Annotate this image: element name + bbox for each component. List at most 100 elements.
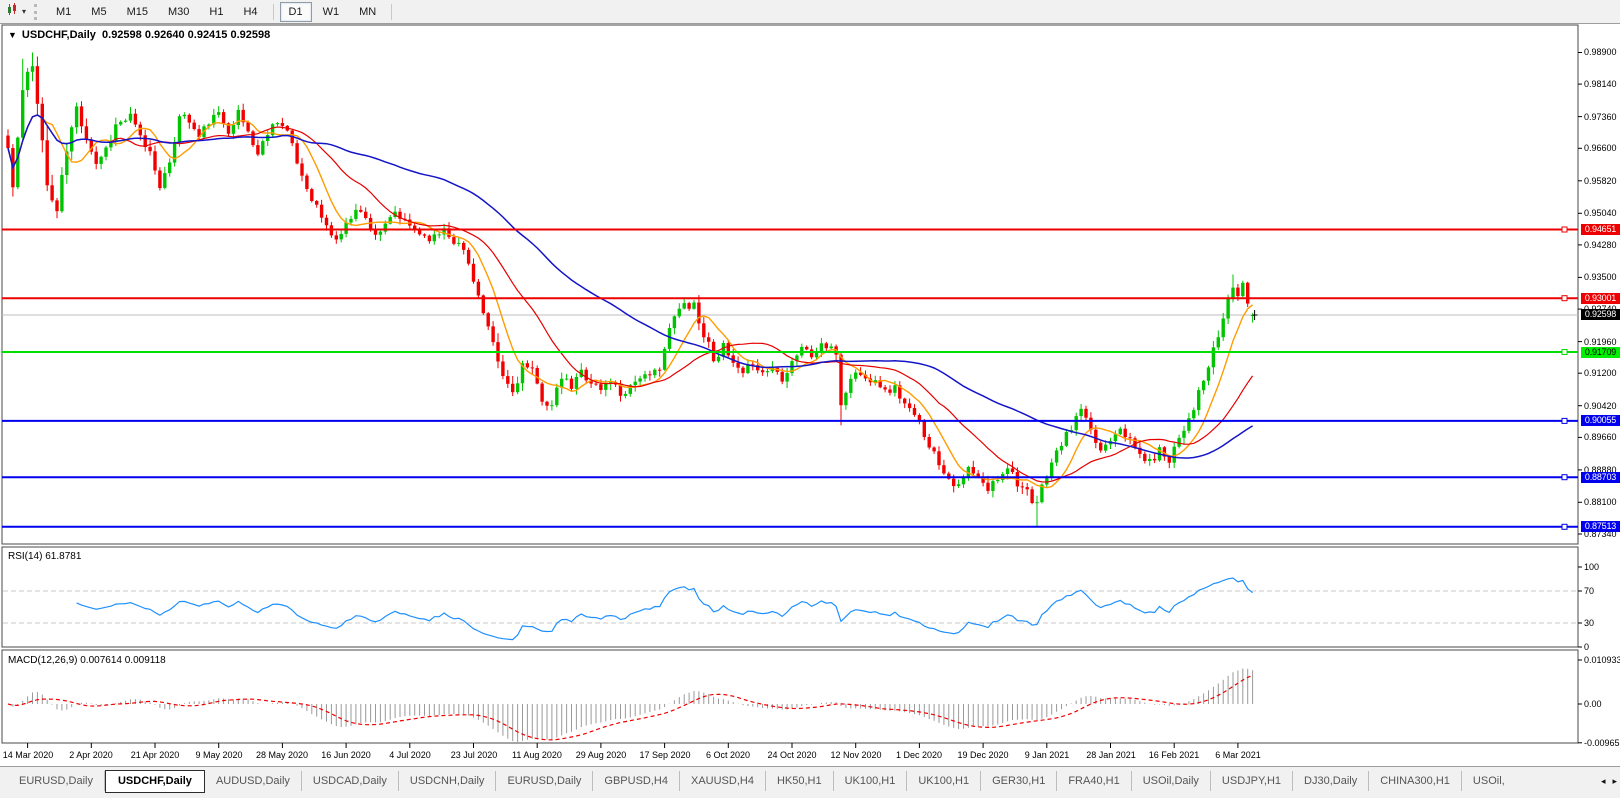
date-tick-label: 12 Nov 2020 — [830, 750, 882, 760]
level-price-badge: 0.91709 — [1581, 347, 1620, 358]
price-tick-label: 0.88880 — [1584, 465, 1617, 475]
price-tick-label: 0.98900 — [1584, 47, 1617, 57]
level-price-badge: 0.87513 — [1581, 521, 1620, 532]
bottom-tab-hk50-h1[interactable]: HK50,H1 — [766, 771, 834, 791]
date-tick-label: 1 Dec 2020 — [895, 750, 943, 760]
price-axis-ticks — [1578, 52, 1582, 535]
price-tick-label: 0.94280 — [1584, 240, 1617, 250]
rsi-level-lines — [3, 590, 1577, 624]
macd-tick-label: -0.009653 — [1584, 738, 1620, 748]
rsi-tick-label: 30 — [1584, 618, 1595, 628]
bottom-tab-dj30-daily[interactable]: DJ30,Daily — [1293, 771, 1370, 791]
timeframe-button-m5[interactable]: M5 — [82, 2, 115, 22]
bottom-tab-xauusd-h4[interactable]: XAUUSD,H4 — [680, 771, 766, 791]
rsi-indicator-label: RSI(14) 61.8781 — [8, 551, 82, 562]
timeframe-button-h1[interactable]: H1 — [200, 2, 232, 22]
date-tick-label: 23 Jul 2020 — [450, 750, 498, 760]
rsi-tick-label: 70 — [1584, 586, 1595, 596]
macd-signal-line — [7, 674, 1253, 741]
chart-ohlc-quotes: 0.92598 0.92640 0.92415 0.92598 — [102, 29, 271, 41]
toolbar-separator — [272, 3, 274, 20]
bottom-tab-usoil-[interactable]: USOil, — [1472, 775, 1505, 787]
bottom-tab-usdcad-daily[interactable]: USDCAD,Daily — [302, 771, 399, 791]
date-tick-label: 17 Sep 2020 — [639, 750, 691, 760]
date-tick-label: 21 Apr 2020 — [130, 750, 180, 760]
macd-tick-label: 0.00 — [1584, 699, 1602, 709]
horizontal-level-lines — [2, 226, 1578, 530]
date-tick-label: 29 Aug 2020 — [575, 750, 627, 760]
date-tick-label: 6 Mar 2021 — [1215, 750, 1261, 760]
price-tick-label: 0.89660 — [1584, 432, 1617, 442]
current-bar-marker — [1252, 310, 1258, 320]
chevron-down-icon: ▾ — [22, 7, 27, 16]
macd-axis-ticks — [1578, 659, 1582, 744]
chart-tab-bar: EURUSD,Daily USDCHF,Daily AUDUSD,Daily USDC… — [0, 766, 1620, 798]
moving-average-8 — [7, 114, 1254, 489]
date-tick-label: 4 Jul 2020 — [389, 750, 431, 760]
bottom-tab-usdjpy-h1[interactable]: USDJPY,H1 — [1211, 771, 1294, 791]
toolbar-drag-grip[interactable] — [34, 3, 40, 20]
date-tick-label: 9 Jan 2021 — [1024, 750, 1070, 760]
date-tick-label: 16 Jun 2020 — [321, 750, 371, 760]
bottom-tab-usoil-daily[interactable]: USOil,Daily — [1132, 771, 1211, 791]
collapse-indicator-arrow-icon[interactable]: ▼ — [8, 30, 17, 40]
price-tick-label: 0.98140 — [1584, 79, 1617, 89]
price-tick-label: 0.95040 — [1584, 208, 1617, 218]
level-price-badge: 0.93001 — [1581, 293, 1620, 304]
price-tick-label: 0.95820 — [1584, 176, 1617, 186]
bottom-tab-eurusd-daily[interactable]: EURUSD,Daily — [496, 771, 594, 791]
bottom-tab-fra40-h1[interactable]: FRA40,H1 — [1057, 771, 1132, 791]
bottom-tab-uk100-h1[interactable]: UK100,H1 — [834, 771, 908, 791]
date-tick-label: 28 Jan 2021 — [1086, 750, 1136, 760]
timeframe-button-mn[interactable]: MN — [350, 2, 385, 22]
timeframe-button-m30[interactable]: M30 — [159, 2, 198, 22]
toolbar-separator — [391, 3, 393, 20]
timeframe-button-m15[interactable]: M15 — [118, 2, 157, 22]
macd-indicator-label: MACD(12,26,9) 0.007614 0.009118 — [8, 655, 166, 666]
chart-style-button[interactable]: ▾ — [3, 1, 30, 23]
date-tick-label: 14 Mar 2020 — [2, 750, 54, 760]
date-tick-label: 6 Oct 2020 — [705, 750, 751, 760]
price-tick-label: 0.91200 — [1584, 368, 1617, 378]
date-tick-label: 11 Aug 2020 — [512, 750, 562, 760]
rsi-line — [76, 577, 1253, 641]
level-price-badge: 0.94651 — [1581, 224, 1620, 235]
date-tick-label: 16 Feb 2021 — [1148, 750, 1200, 760]
timeframe-button-d1[interactable]: D1 — [279, 1, 312, 22]
rsi-axis-ticks — [1578, 566, 1582, 648]
date-axis-ticks — [27, 743, 1239, 748]
price-tick-label: 0.88100 — [1584, 497, 1617, 507]
bottom-tab-audusd-daily[interactable]: AUDUSD,Daily — [205, 771, 302, 791]
price-tick-label: 0.91960 — [1584, 337, 1617, 347]
date-tick-label: 28 May 2020 — [255, 750, 309, 760]
candlestick-style-icon — [7, 2, 20, 21]
date-tick-label: 24 Oct 2020 — [767, 750, 817, 760]
tab-scroll-left-icon[interactable]: ◂ — [1600, 776, 1606, 786]
rsi-tick-label: 100 — [1584, 562, 1600, 572]
price-tick-label: 0.97360 — [1584, 112, 1617, 122]
bottom-tab-china300-h1[interactable]: CHINA300,H1 — [1369, 771, 1462, 791]
chart-title: ▼ USDCHF,Daily 0.92598 0.92640 0.92415 0.… — [8, 29, 270, 41]
rsi-tick-label: 0 — [1584, 642, 1590, 652]
level-price-badge: 0.90055 — [1581, 415, 1620, 426]
timeframe-button-w1[interactable]: W1 — [314, 2, 349, 22]
macd-tick-label: 0.010933 — [1584, 655, 1620, 665]
level-price-badge: 0.88703 — [1581, 472, 1620, 483]
macd-histogram — [12, 668, 1254, 742]
bottom-tab-gbpusd-h4[interactable]: GBPUSD,H4 — [593, 771, 680, 791]
bottom-tab-ger30-h1[interactable]: GER30,H1 — [981, 771, 1058, 791]
bottom-tab-usdchf-daily[interactable]: USDCHF,Daily — [104, 770, 205, 793]
bid-price-badge: 0.92598 — [1581, 309, 1620, 320]
chart-symbol-label: USDCHF,Daily — [21, 29, 96, 41]
timeframe-toolbar: ▾ M1 M5 M15 M30 H1 H4 D1 W1 MN — [0, 0, 1620, 24]
date-tick-label: 19 Dec 2020 — [957, 750, 1009, 760]
bottom-tab-uk100-h1[interactable]: UK100,H1 — [907, 771, 982, 791]
timeframe-button-h4[interactable]: H4 — [234, 2, 266, 22]
bottom-tab-usdcnh-daily[interactable]: USDCNH,Daily — [399, 771, 497, 791]
timeframe-button-m1[interactable]: M1 — [47, 2, 80, 22]
date-tick-label: 9 May 2020 — [195, 750, 243, 760]
bottom-tab-eurusd-daily[interactable]: EURUSD,Daily — [8, 771, 105, 791]
tab-scroll-right-icon[interactable]: ▸ — [1612, 776, 1617, 786]
